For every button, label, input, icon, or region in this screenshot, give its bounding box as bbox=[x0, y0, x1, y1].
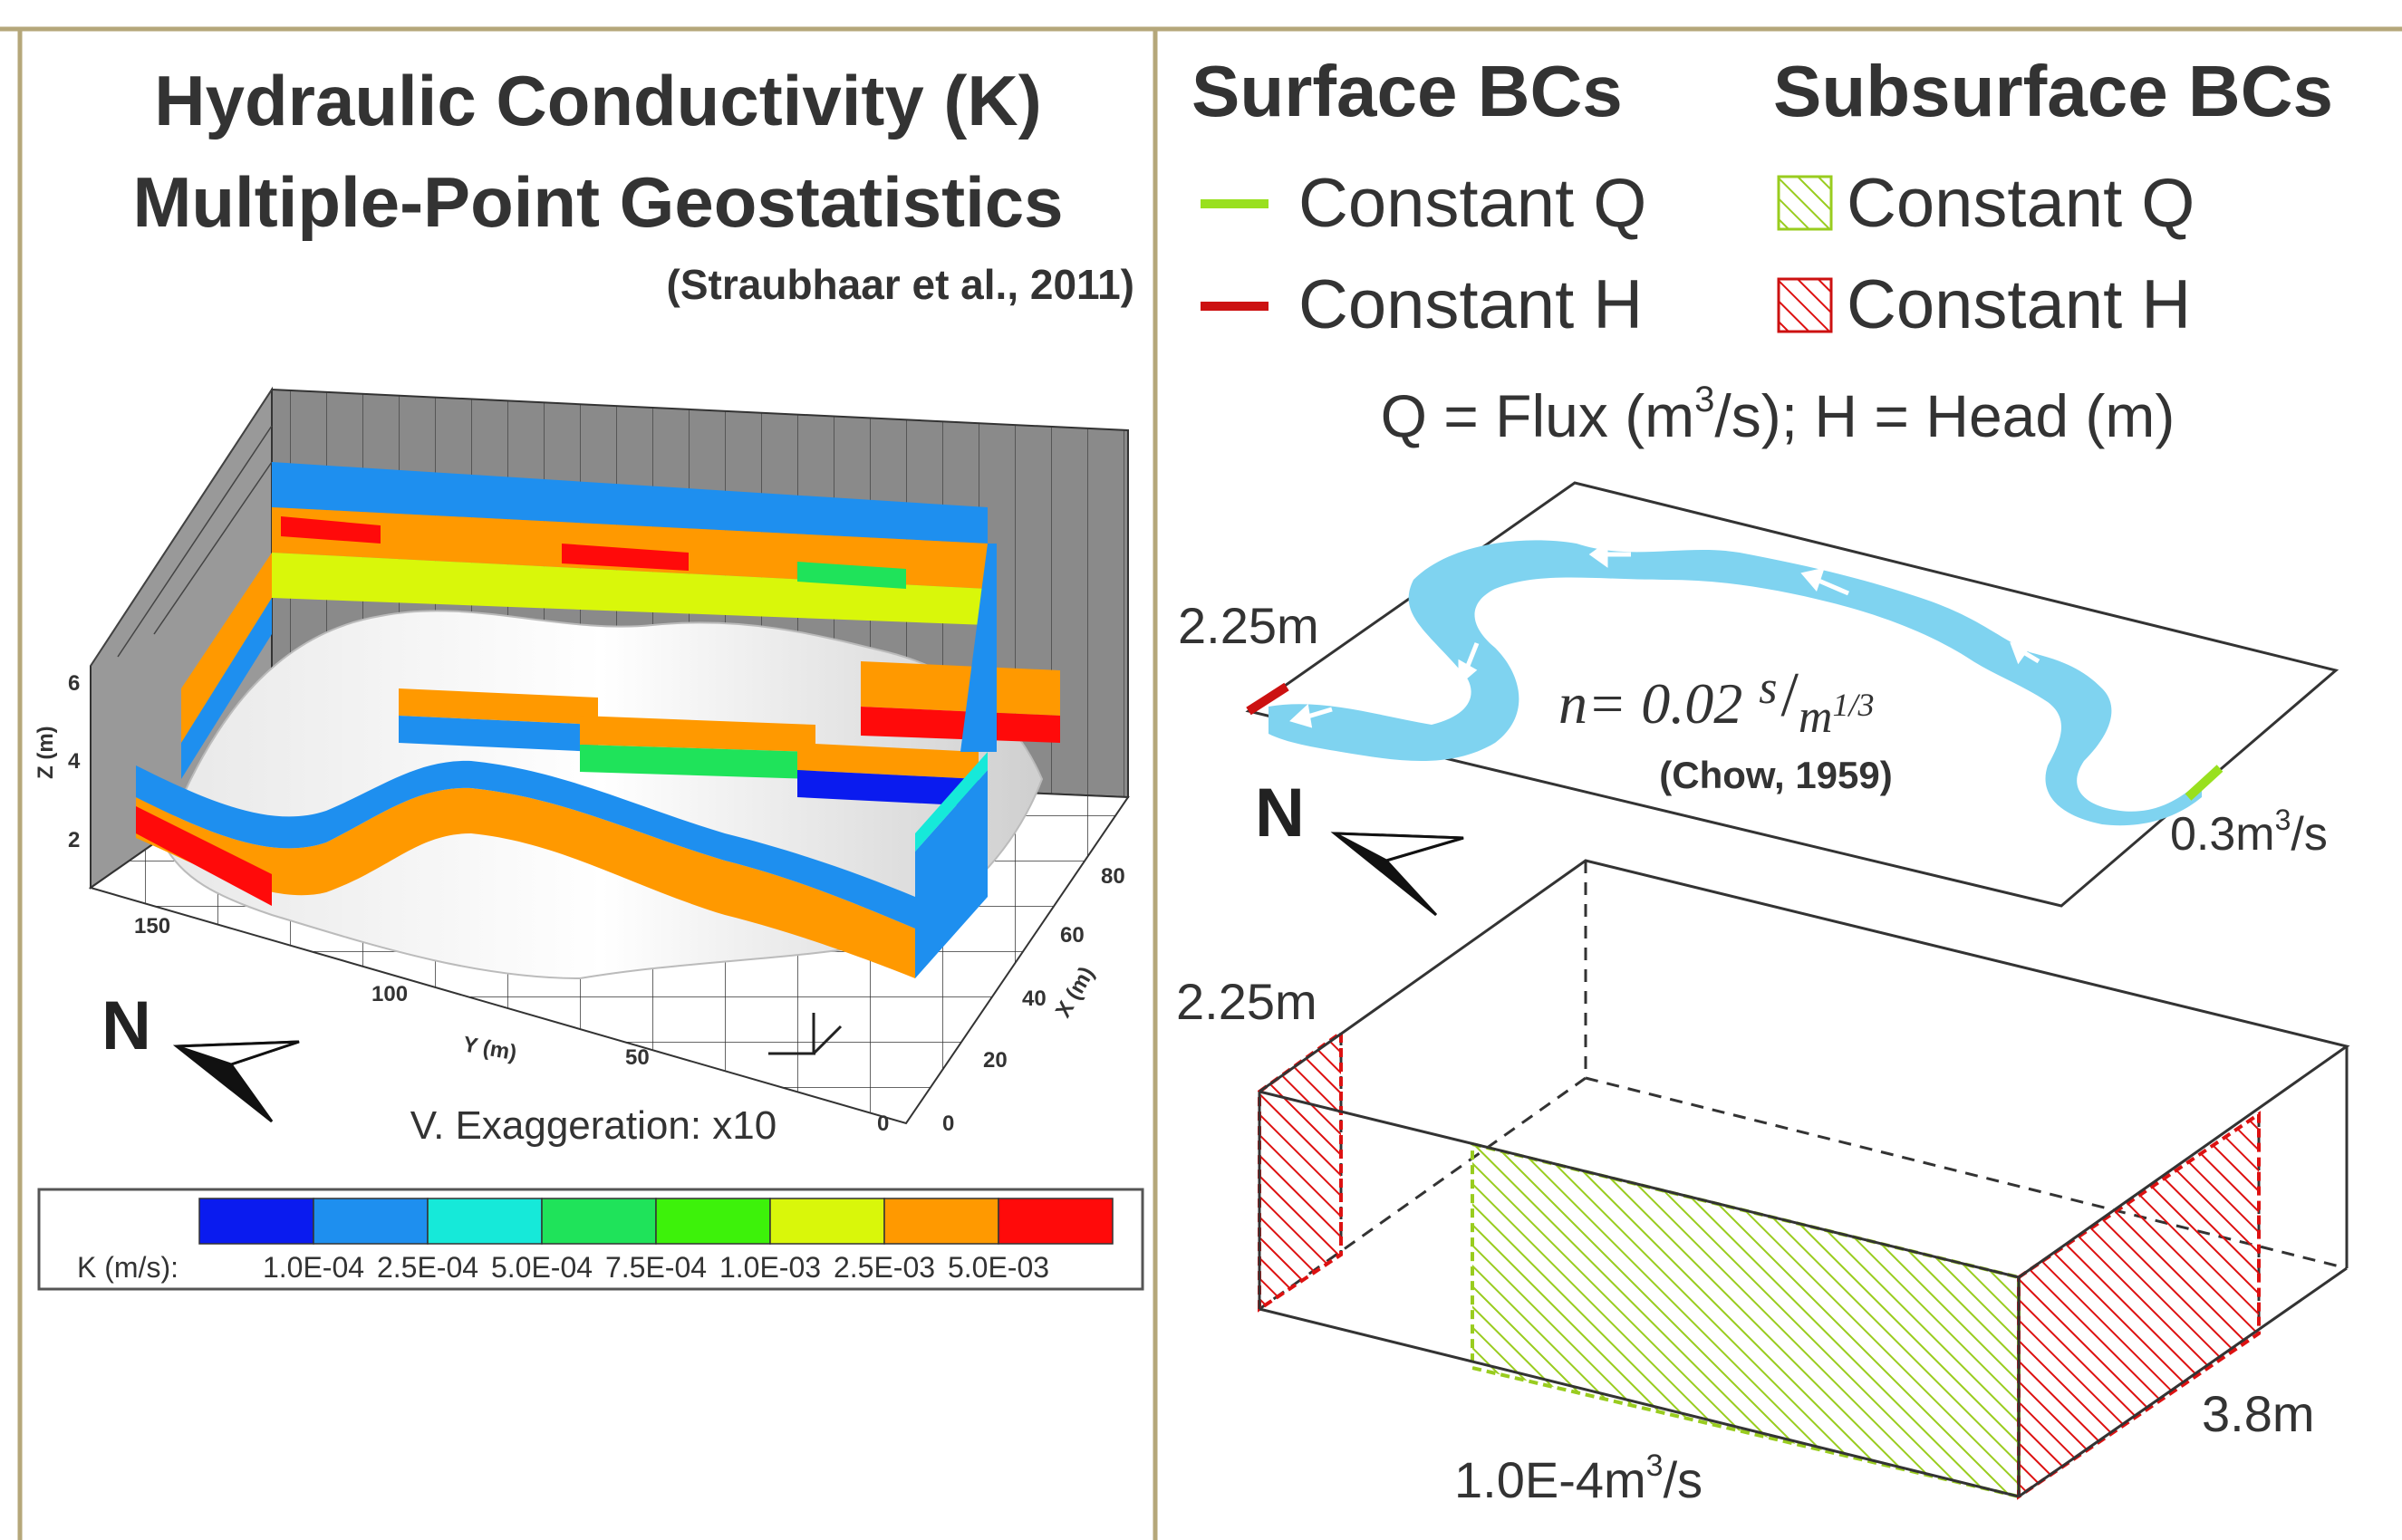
right-panel: Surface BCs Subsurface BCs Constant Q Co… bbox=[1176, 51, 2350, 1508]
subsurface-flux-label: 1.0E-4m3/s bbox=[1454, 1449, 1703, 1508]
z-tick-6: 6 bbox=[68, 671, 80, 696]
surface-constant-h-marker bbox=[1246, 682, 1289, 716]
surface-constant-q-label: Constant Q bbox=[1298, 165, 1646, 242]
surface-constant-q-marker bbox=[2185, 765, 2224, 801]
subsurface-box: 2.25m 3.8m 1.0E-4m3/s bbox=[1176, 859, 2350, 1508]
x-axis-label: X (m) bbox=[1051, 963, 1099, 1022]
y-tick-150: 150 bbox=[134, 914, 170, 938]
colorbar-tick-label: 2.5E-03 bbox=[834, 1251, 935, 1284]
subsurface-constant-h-left-face bbox=[1258, 1029, 1343, 1313]
subsurface-constant-h-label: Constant H bbox=[1847, 266, 2191, 343]
north-arrow-left: N bbox=[101, 987, 300, 1123]
z-tick-4: 4 bbox=[68, 749, 81, 774]
river-channel bbox=[1269, 540, 2202, 826]
y-tick-50: 50 bbox=[625, 1045, 650, 1070]
colorbar-swatches bbox=[198, 1198, 1114, 1245]
subsurface-constant-h-swatch bbox=[1777, 277, 1833, 333]
subsurface-bcs-title: Subsurface BCs bbox=[1773, 51, 2333, 131]
colorbar: K (m/s): 1.0E-04 2.5E-04 5.0E-04 7.5E-04 1.0… bbox=[37, 1188, 1144, 1291]
vertical-exaggeration: V. Exaggeration: x10 bbox=[410, 1103, 777, 1148]
z-tick-2: 2 bbox=[68, 828, 80, 852]
surface-head-label: 2.25m bbox=[1178, 597, 1319, 654]
colorbar-swatch bbox=[313, 1198, 429, 1245]
x-tick-40: 40 bbox=[1022, 987, 1047, 1011]
x-tick-60: 60 bbox=[1060, 923, 1085, 948]
z-axis-label: Z (m) bbox=[34, 726, 58, 779]
colorbar-tick-label: 1.0E-04 bbox=[263, 1251, 364, 1284]
subsurface-constant-q-swatch bbox=[1777, 175, 1833, 231]
x-tick-0: 0 bbox=[942, 1112, 954, 1136]
north-label-right: N bbox=[1255, 775, 1305, 852]
subsurface-head-right-label: 3.8m bbox=[2202, 1385, 2315, 1442]
colorbar-swatch bbox=[883, 1198, 999, 1245]
surface-bcs-title: Surface BCs bbox=[1191, 51, 1623, 131]
left-citation: (Straubhaar et al., 2011) bbox=[667, 261, 1134, 308]
surface-constant-h-label: Constant H bbox=[1298, 266, 1643, 343]
left-title-line2: Multiple-Point Geostatistics bbox=[132, 162, 1063, 242]
colorbar-swatch bbox=[998, 1198, 1114, 1245]
north-arrow-right: N bbox=[1255, 775, 1464, 917]
panel-frame bbox=[0, 26, 2402, 1540]
surface-plane: 2.25m n= 0.02 s/m1/3 (Chow, 1959) 0.3m3/s… bbox=[1178, 481, 2339, 917]
colorbar-tick-label: 5.0E-03 bbox=[948, 1251, 1049, 1284]
colorbar-swatch bbox=[655, 1198, 771, 1245]
subsurface-constant-q-label: Constant Q bbox=[1847, 165, 2195, 242]
y-tick-0: 0 bbox=[877, 1112, 889, 1136]
colorbar-swatch bbox=[427, 1198, 543, 1245]
flux-head-definition: Q = Flux (m3/s); H = Head (m) bbox=[1381, 380, 2175, 449]
colorbar-label: K (m/s): bbox=[77, 1251, 178, 1284]
subsurface-constant-q-face bbox=[1471, 1141, 2021, 1499]
left-panel: Hydraulic Conductivity (K) Multiple-Poin… bbox=[34, 61, 1144, 1291]
y-tick-100: 100 bbox=[371, 982, 408, 1006]
k-slabs bbox=[136, 462, 1060, 978]
surface-flux-label: 0.3m3/s bbox=[2170, 804, 2328, 861]
colorbar-tick-label: 2.5E-04 bbox=[377, 1251, 478, 1284]
colorbar-tick-label: 7.5E-04 bbox=[605, 1251, 707, 1284]
colorbar-ticks: 1.0E-04 2.5E-04 5.0E-04 7.5E-04 1.0E-03 2.5E-… bbox=[263, 1251, 1049, 1284]
left-title-line1: Hydraulic Conductivity (K) bbox=[154, 61, 1041, 140]
k-field-3d-plot: Z (m) 6 4 2 150 100 Y (m) 50 0 80 60 40 … bbox=[34, 386, 1130, 1136]
subsurface-head-left-label: 2.25m bbox=[1176, 973, 1317, 1030]
flow-arrows bbox=[1289, 541, 2156, 811]
colorbar-swatch bbox=[769, 1198, 885, 1245]
x-tick-20: 20 bbox=[983, 1048, 1008, 1073]
axis-triad-icon bbox=[768, 1013, 843, 1055]
north-label-left: N bbox=[101, 987, 151, 1064]
manning-citation: (Chow, 1959) bbox=[1659, 754, 1893, 796]
x-tick-80: 80 bbox=[1101, 864, 1125, 889]
manning-n: n= 0.02 s/m1/3 bbox=[1558, 660, 1874, 743]
colorbar-swatch bbox=[541, 1198, 657, 1245]
colorbar-tick-label: 5.0E-04 bbox=[491, 1251, 593, 1284]
y-axis-label: Y (m) bbox=[461, 1032, 518, 1065]
colorbar-swatch bbox=[198, 1198, 314, 1245]
colorbar-tick-label: 1.0E-03 bbox=[719, 1251, 821, 1284]
